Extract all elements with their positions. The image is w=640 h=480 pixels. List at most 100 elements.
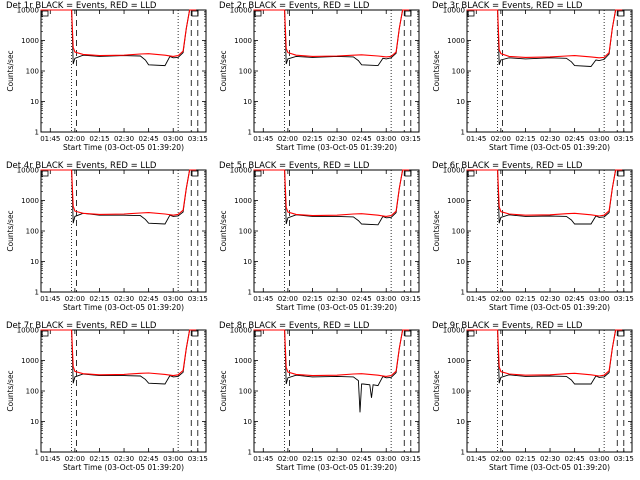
x-tick-label: 02:45 (352, 135, 372, 143)
corner-marker (41, 330, 49, 337)
x-tick-label: 02:30 (540, 135, 560, 143)
x-tick-label: 02:00 (278, 455, 298, 463)
x-tick-label: 03:00 (589, 295, 609, 303)
plot-frame (253, 9, 420, 133)
y-tick-label: 1000 (447, 357, 465, 365)
y-tick-label: 1 (248, 289, 252, 297)
y-tick-label: 10 (243, 418, 252, 426)
x-tick-label: 02:30 (540, 455, 560, 463)
x-tick-label: 03:15 (188, 295, 208, 303)
series-lld-line (466, 169, 623, 217)
x-tick-label: 03:15 (401, 455, 421, 463)
y-tick-label: 10 (30, 418, 39, 426)
corner-marker (404, 170, 412, 177)
corner-marker (467, 170, 475, 177)
y-tick-label: 10000 (17, 167, 39, 175)
corner-marker (404, 330, 412, 337)
x-tick-label: 03:00 (163, 295, 183, 303)
y-tick-label: 1 (248, 129, 252, 137)
plot-frame (466, 329, 633, 453)
x-tick-label: 02:45 (139, 135, 159, 143)
y-tick-label: 100 (239, 228, 252, 236)
x-tick-label: 02:00 (278, 295, 298, 303)
x-tick-label: 01:45 (466, 135, 486, 143)
chart-panel-3: Det 3r BLACK = Events, RED = LLD 1 10 100 10… (432, 1, 634, 152)
plot-frame (253, 169, 420, 293)
x-tick-label: 03:15 (188, 135, 208, 143)
y-tick-label: 10 (456, 418, 465, 426)
series-lld-line (466, 9, 623, 59)
y-tick-label: 100 (26, 388, 39, 396)
series-lld-line (253, 9, 410, 58)
chart-title: Det 9r BLACK = Events, RED = LLD (432, 321, 583, 331)
corner-marker (254, 170, 262, 177)
x-axis-label: Start Time (03-Oct-05 01:39:20) (63, 463, 184, 472)
plot-frame (40, 9, 207, 133)
chart-title: Det 1r BLACK = Events, RED = LLD (6, 1, 157, 11)
y-tick-label: 1000 (21, 197, 39, 205)
x-tick-label: 02:30 (327, 455, 347, 463)
y-tick-label: 1 (35, 129, 39, 137)
y-tick-label: 1 (461, 129, 465, 137)
y-tick-label: 100 (452, 388, 465, 396)
y-tick-label: 1000 (21, 37, 39, 45)
y-tick-label: 10000 (230, 167, 252, 175)
x-tick-label: 03:15 (401, 135, 421, 143)
x-tick-label: 02:15 (302, 135, 322, 143)
y-tick-label: 10000 (443, 167, 465, 175)
x-tick-label: 01:45 (253, 455, 273, 463)
x-tick-label: 02:15 (515, 295, 535, 303)
series-events-line (253, 329, 410, 413)
chart-title: Det 4r BLACK = Events, RED = LLD (6, 161, 157, 171)
y-tick-label: 1000 (447, 197, 465, 205)
x-tick-label: 03:00 (376, 135, 396, 143)
x-tick-label: 02:30 (327, 135, 347, 143)
y-tick-label: 10 (456, 98, 465, 106)
x-tick-label: 01:45 (40, 455, 60, 463)
corner-marker (41, 170, 49, 177)
y-tick-label: 10 (30, 98, 39, 106)
y-tick-label: 1000 (21, 357, 39, 365)
y-tick-label: 10000 (230, 7, 252, 15)
x-axis-label: Start Time (03-Oct-05 01:39:20) (276, 303, 397, 312)
series-lld-line (466, 329, 623, 377)
y-tick-label: 100 (239, 388, 252, 396)
x-tick-label: 03:15 (614, 455, 634, 463)
y-axis-label: Counts/sec (6, 50, 15, 91)
corner-marker (254, 330, 262, 337)
y-tick-label: 1 (461, 449, 465, 457)
x-tick-label: 02:15 (89, 455, 109, 463)
x-tick-label: 02:30 (114, 135, 134, 143)
x-tick-label: 02:00 (491, 455, 511, 463)
x-tick-label: 02:15 (302, 455, 322, 463)
x-tick-label: 03:00 (376, 455, 396, 463)
x-tick-label: 02:15 (515, 455, 535, 463)
x-tick-label: 03:00 (163, 455, 183, 463)
y-tick-label: 1000 (447, 37, 465, 45)
chart-title: Det 6r BLACK = Events, RED = LLD (432, 161, 583, 171)
chart-panel-7: Det 7r BLACK = Events, RED = LLD 1 10 100 10… (6, 321, 208, 472)
x-tick-label: 01:45 (466, 455, 486, 463)
x-tick-label: 02:30 (540, 295, 560, 303)
corner-marker (467, 330, 475, 337)
y-axis-label: Counts/sec (219, 370, 228, 411)
y-tick-label: 1000 (234, 357, 252, 365)
x-axis-label: Start Time (03-Oct-05 01:39:20) (63, 143, 184, 152)
y-tick-label: 10 (30, 258, 39, 266)
x-tick-label: 03:15 (401, 295, 421, 303)
y-tick-label: 1 (461, 289, 465, 297)
plot-frame (253, 329, 420, 453)
x-tick-label: 01:45 (40, 135, 60, 143)
plot-frame (40, 169, 207, 293)
chart-title: Det 2r BLACK = Events, RED = LLD (219, 1, 370, 11)
y-axis-label: Counts/sec (219, 210, 228, 251)
y-tick-label: 10000 (17, 327, 39, 335)
x-tick-label: 02:00 (491, 295, 511, 303)
x-tick-label: 02:15 (89, 295, 109, 303)
y-tick-label: 10 (243, 258, 252, 266)
y-tick-label: 100 (239, 68, 252, 76)
x-tick-label: 01:45 (40, 295, 60, 303)
x-tick-label: 02:00 (491, 135, 511, 143)
x-tick-label: 02:45 (565, 295, 585, 303)
